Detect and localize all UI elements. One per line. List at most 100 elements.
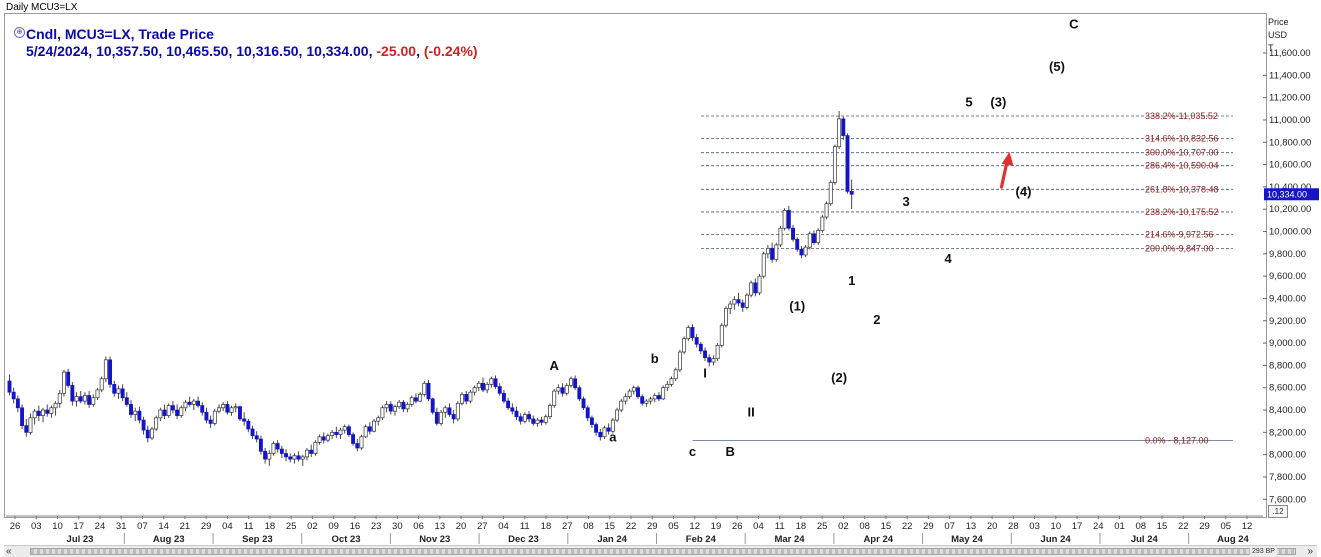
y-tick-label: 7,800.00 bbox=[1269, 472, 1306, 483]
window-title: Daily MCU3=LX bbox=[6, 2, 78, 13]
x-day-label: 04 bbox=[222, 521, 233, 532]
y-tick-label: 7,600.00 bbox=[1269, 494, 1306, 505]
x-day-label: 25 bbox=[817, 521, 828, 532]
candle-down bbox=[506, 400, 511, 409]
time-scrollbar[interactable]: « 293 BP » bbox=[4, 545, 1317, 557]
x-month-label: May 24 bbox=[951, 534, 983, 545]
candle-up bbox=[619, 400, 624, 411]
x-day-label: 24 bbox=[1093, 521, 1104, 532]
candle-down bbox=[238, 406, 242, 420]
candle-up bbox=[765, 247, 770, 255]
x-day-label: 26 bbox=[10, 521, 21, 532]
x-month-label: Jul 23 bbox=[67, 534, 94, 545]
x-day-label: 15 bbox=[1157, 521, 1168, 532]
candle-down bbox=[740, 302, 745, 308]
candle-down bbox=[145, 429, 150, 439]
candle-up bbox=[418, 394, 423, 402]
y-tick-label: 9,800.00 bbox=[1269, 249, 1306, 260]
x-day-label: 09 bbox=[328, 521, 339, 532]
wave-label: A bbox=[550, 358, 560, 373]
y-tick-label: 8,400.00 bbox=[1269, 405, 1306, 416]
x-month-label: Dec 23 bbox=[508, 534, 539, 545]
candle-down bbox=[577, 387, 582, 400]
candle-down bbox=[108, 359, 113, 385]
candle-down bbox=[36, 410, 41, 416]
candle-up bbox=[57, 392, 62, 404]
candle-down bbox=[698, 343, 703, 352]
candle-down bbox=[786, 209, 791, 229]
x-day-label: 13 bbox=[966, 521, 977, 532]
x-day-label: 31 bbox=[116, 521, 127, 532]
x-day-label: 12 bbox=[1242, 521, 1253, 532]
y-axis-header: Price USD T bbox=[1268, 16, 1289, 55]
candle-down bbox=[15, 398, 20, 409]
candle-down bbox=[162, 409, 167, 416]
wave-label: (4) bbox=[1016, 184, 1032, 199]
last-price-label: 10,334.00 bbox=[1267, 189, 1307, 199]
candle-up bbox=[267, 453, 272, 460]
y-tick-label: 11,600.00 bbox=[1269, 48, 1311, 59]
candle-down bbox=[170, 405, 175, 411]
candle-up bbox=[832, 146, 837, 183]
candle-up bbox=[74, 396, 79, 402]
scroll-thumb[interactable] bbox=[30, 548, 1296, 555]
candle-down bbox=[124, 397, 129, 405]
info-icon[interactable]: ⊕ bbox=[14, 27, 25, 38]
candle-up bbox=[422, 382, 427, 395]
x-day-label: 23 bbox=[371, 521, 382, 532]
candle-up bbox=[677, 351, 682, 371]
candle-up bbox=[774, 244, 779, 260]
candle-up bbox=[460, 394, 464, 404]
x-day-label: 08 bbox=[1136, 521, 1147, 532]
candle-down bbox=[636, 387, 640, 397]
legend-ohlc: 5/24/2024, 10,357.50, 10,465.50, 10,316.… bbox=[26, 43, 478, 59]
x-day-label: 29 bbox=[201, 521, 212, 532]
double-chevron-left-icon[interactable]: « bbox=[6, 546, 12, 557]
double-chevron-right-icon[interactable]: » bbox=[1307, 546, 1313, 557]
x-day-label: 12 bbox=[689, 521, 700, 532]
arrow-up-icon bbox=[1001, 151, 1014, 166]
chart-frame[interactable] bbox=[4, 13, 1267, 518]
x-day-label: 10 bbox=[52, 521, 63, 532]
candle-up bbox=[91, 397, 96, 405]
y-tick-label: 10,800.00 bbox=[1269, 137, 1311, 148]
candle-down bbox=[175, 409, 180, 416]
scale-button[interactable]: .12 bbox=[1268, 505, 1288, 518]
candle-up bbox=[476, 382, 481, 389]
x-day-label: 04 bbox=[753, 521, 764, 532]
x-day-label: 30 bbox=[392, 521, 403, 532]
candle-up bbox=[715, 344, 720, 360]
x-day-label: 16 bbox=[350, 521, 361, 532]
candle-down bbox=[841, 118, 846, 136]
candle-up bbox=[816, 230, 821, 244]
candle-down bbox=[346, 426, 351, 435]
candle-up bbox=[472, 387, 477, 393]
arrow-shaft bbox=[999, 162, 1009, 189]
candle-up bbox=[732, 299, 737, 305]
x-day-label: 24 bbox=[95, 521, 106, 532]
x-day-label: 01 bbox=[1114, 521, 1125, 532]
y-tick-label: 9,200.00 bbox=[1269, 316, 1306, 327]
candle-down bbox=[242, 418, 247, 422]
candle-up bbox=[229, 407, 234, 413]
x-day-label: 29 bbox=[647, 521, 658, 532]
fib-label: 238.2%-10,175.52 bbox=[1145, 207, 1219, 217]
candle-up bbox=[682, 338, 687, 353]
candle-up bbox=[166, 405, 171, 416]
x-day-label: 28 bbox=[1008, 521, 1019, 532]
candle-down bbox=[208, 419, 213, 424]
candle-down bbox=[24, 425, 29, 433]
wave-label: II bbox=[748, 405, 755, 420]
candle-up bbox=[820, 216, 825, 231]
candle-up bbox=[103, 359, 108, 380]
candle-down bbox=[355, 443, 360, 449]
x-day-label: 22 bbox=[626, 521, 637, 532]
candle-down bbox=[250, 428, 255, 437]
candle-up bbox=[292, 455, 297, 460]
candle-down bbox=[263, 450, 268, 460]
wave-label: B bbox=[725, 444, 734, 459]
candle-down bbox=[70, 385, 75, 402]
candle-down bbox=[129, 404, 133, 415]
y-tick-label: 10,400.00 bbox=[1269, 182, 1311, 193]
